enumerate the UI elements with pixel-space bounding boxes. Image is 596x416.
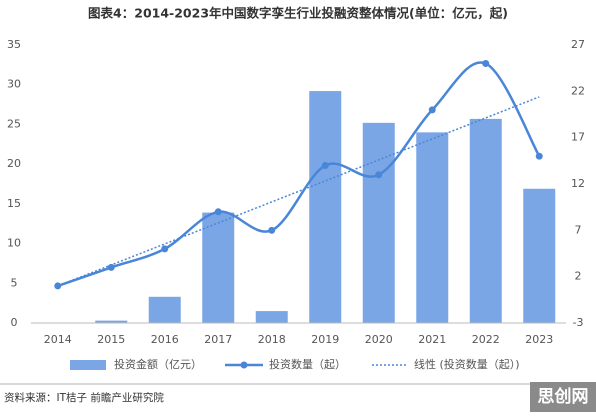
y2-tick-label: 27	[571, 38, 585, 51]
x-tick-label: 2019	[311, 333, 339, 346]
line-point	[321, 161, 329, 169]
legend-label: 投资数量（起）	[269, 357, 346, 371]
y-tick-label: 0	[11, 316, 18, 329]
chart-title: 图表4：2014-2023年中国数字孪生行业投融资整体情况(单位：亿元，起)	[88, 6, 508, 21]
x-tick-label: 2023	[525, 333, 553, 346]
line-point	[428, 106, 436, 114]
y-tick-label: 30	[7, 78, 21, 91]
x-tick-label: 2016	[151, 333, 179, 346]
line-point	[107, 263, 115, 271]
line	[57, 61, 541, 288]
bar	[202, 212, 235, 323]
y-tick-label: 15	[7, 197, 21, 210]
bar	[309, 91, 342, 323]
y2-tick-label: -3	[573, 316, 584, 329]
x-tick-label: 2020	[365, 333, 393, 346]
y2-tick-label: 17	[571, 131, 585, 144]
bar	[148, 296, 181, 323]
line-point	[375, 171, 383, 179]
x-tick-label: 2017	[204, 333, 232, 346]
y-tick-label: 35	[7, 38, 21, 51]
y-tick-label: 10	[7, 237, 21, 250]
legend-swatch	[240, 361, 248, 369]
x-tick-label: 2018	[258, 333, 286, 346]
line-point	[535, 152, 543, 160]
x-tick-label: 2021	[418, 333, 446, 346]
legend-label: 投资金额（亿元）	[114, 357, 202, 371]
bar	[469, 118, 502, 324]
y2-tick-label: 2	[575, 270, 582, 283]
x-tick-label: 2022	[472, 333, 500, 346]
y2-tick-label: 12	[571, 177, 585, 190]
legend-label: 线性 (投资数量（起）)	[414, 357, 520, 371]
x-tick-label: 2014	[44, 333, 72, 346]
y2-tick-label: 22	[571, 84, 585, 97]
y-tick-label: 5	[11, 276, 18, 289]
bar	[95, 320, 128, 323]
bar	[255, 311, 288, 323]
y2-tick-label: 7	[575, 223, 582, 236]
bar	[523, 188, 556, 323]
y-tick-label: 20	[7, 157, 21, 170]
source: 资料来源：IT桔子 前瞻产业研究院	[4, 391, 164, 404]
bar	[362, 122, 395, 323]
logo: 思创网	[538, 386, 589, 407]
legend-swatch	[70, 360, 106, 370]
line-point	[482, 60, 490, 68]
bar	[416, 132, 449, 323]
x-tick-label: 2015	[97, 333, 125, 346]
line-point	[268, 226, 276, 234]
line-point	[214, 208, 222, 216]
line-point	[161, 245, 169, 253]
logo-box	[530, 382, 596, 412]
y-tick-label: 25	[7, 117, 21, 130]
